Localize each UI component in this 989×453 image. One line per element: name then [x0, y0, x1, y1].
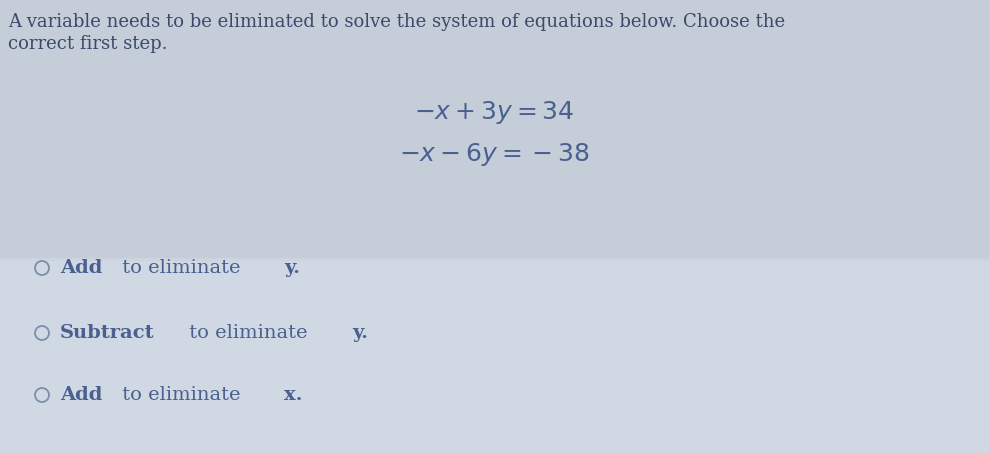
- Text: Add: Add: [60, 259, 103, 277]
- FancyBboxPatch shape: [0, 0, 989, 258]
- Text: Add: Add: [60, 386, 103, 404]
- FancyBboxPatch shape: [0, 261, 989, 453]
- Text: y.: y.: [285, 259, 301, 277]
- Text: $-x-6y=-38$: $-x-6y=-38$: [399, 141, 589, 169]
- Text: y.: y.: [352, 324, 368, 342]
- Text: x.: x.: [285, 386, 303, 404]
- Text: to eliminate: to eliminate: [183, 324, 314, 342]
- Text: to eliminate: to eliminate: [116, 386, 246, 404]
- Text: to eliminate: to eliminate: [116, 259, 246, 277]
- Text: $-x+3y=34$: $-x+3y=34$: [413, 100, 575, 126]
- Text: Subtract: Subtract: [60, 324, 154, 342]
- Text: A variable needs to be eliminated to solve the system of equations below. Choose: A variable needs to be eliminated to sol…: [8, 13, 785, 31]
- Text: correct first step.: correct first step.: [8, 35, 167, 53]
